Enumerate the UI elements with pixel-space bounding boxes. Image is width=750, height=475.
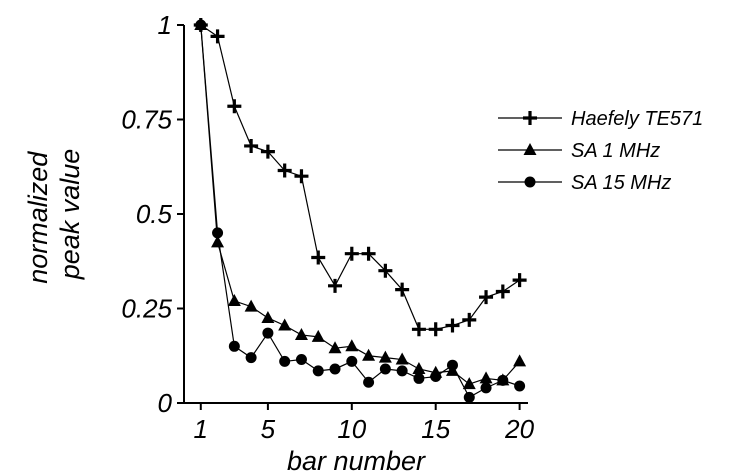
series-circle xyxy=(195,19,526,403)
legend-item: SA 15 MHz xyxy=(498,172,671,194)
x-axis-title: bar number xyxy=(287,446,426,475)
legend-label: SA 15 MHz xyxy=(571,172,671,194)
triangle-marker xyxy=(311,329,325,342)
y-tick-label: 0 xyxy=(158,388,173,418)
series-plus xyxy=(193,18,527,337)
plus-marker xyxy=(495,284,510,299)
legend-label: SA 1 MHz xyxy=(571,140,660,162)
triangle-marker xyxy=(345,339,359,352)
plus-marker xyxy=(328,278,343,293)
circle-marker xyxy=(312,365,324,377)
y-axis-title-line-2: peak value xyxy=(55,149,85,281)
series-triangle xyxy=(194,18,527,390)
triangle-marker xyxy=(362,348,376,361)
circle-marker xyxy=(279,355,291,367)
circle-marker xyxy=(379,363,391,375)
x-tick-label: 10 xyxy=(337,414,366,444)
triangle-marker xyxy=(278,318,292,331)
circle-marker xyxy=(524,176,536,188)
triangle-marker xyxy=(378,350,392,363)
plus-marker xyxy=(344,246,359,261)
triangle-marker xyxy=(479,371,493,384)
plus-marker xyxy=(395,282,410,297)
circle-marker xyxy=(363,376,375,388)
y-axis-title-line-1: normalized xyxy=(23,151,53,284)
legend-item: SA 1 MHz xyxy=(498,140,660,162)
x-tick-label: 1 xyxy=(194,414,208,444)
triangle-marker xyxy=(227,293,241,306)
circle-marker xyxy=(195,19,207,31)
circle-marker xyxy=(480,382,492,394)
y-ticks: 0 0.25 0.5 0.75 1 xyxy=(121,10,184,418)
circle-marker xyxy=(295,354,307,366)
triangle-marker xyxy=(412,361,426,374)
y-axis-title: normalized peak value xyxy=(23,144,85,284)
series-line xyxy=(200,24,520,330)
circle-marker xyxy=(329,363,341,375)
circle-marker xyxy=(228,340,240,352)
triangle-marker xyxy=(261,310,275,323)
triangle-marker xyxy=(395,352,409,365)
plus-marker xyxy=(244,138,259,153)
circle-marker xyxy=(446,359,458,371)
y-tick-label: 0.25 xyxy=(121,294,172,324)
y-tick-label: 0.75 xyxy=(121,105,172,135)
triangle-marker xyxy=(328,341,342,354)
x-ticks: 1 5 10 15 20 xyxy=(194,403,535,444)
plus-marker xyxy=(523,111,537,125)
circle-marker xyxy=(346,355,358,367)
triangle-marker xyxy=(294,327,308,340)
circle-marker xyxy=(396,365,408,377)
x-tick-label: 15 xyxy=(421,414,450,444)
circle-marker xyxy=(413,372,425,384)
legend-item: Haefely TE571 xyxy=(498,108,703,130)
y-tick-label: 1 xyxy=(158,10,172,40)
triangle-marker xyxy=(244,299,258,312)
triangle-marker xyxy=(211,235,225,248)
plus-marker xyxy=(294,169,309,184)
triangle-marker xyxy=(462,377,476,390)
triangle-marker xyxy=(513,354,527,367)
series-layer xyxy=(193,18,527,403)
plus-marker xyxy=(445,318,460,333)
plus-marker xyxy=(361,246,376,261)
plus-marker xyxy=(227,99,242,114)
circle-marker xyxy=(463,391,475,403)
triangle-marker xyxy=(523,143,537,155)
x-tick-label: 20 xyxy=(504,414,534,444)
legend-label: Haefely TE571 xyxy=(571,108,703,130)
circle-marker xyxy=(514,380,526,392)
plus-marker xyxy=(260,144,275,159)
plus-marker xyxy=(512,273,527,288)
plus-marker xyxy=(378,263,393,278)
x-tick-label: 5 xyxy=(261,414,276,444)
plus-marker xyxy=(210,29,225,44)
plus-marker xyxy=(411,322,426,337)
plus-marker xyxy=(428,322,443,337)
circle-marker xyxy=(262,327,274,339)
plus-marker xyxy=(277,163,292,178)
series-line xyxy=(200,24,520,399)
circle-marker xyxy=(212,227,224,239)
plus-marker xyxy=(311,250,326,265)
plus-marker xyxy=(462,312,477,327)
circle-marker xyxy=(245,352,257,364)
y-tick-label: 0.5 xyxy=(136,199,173,229)
circle-marker xyxy=(497,374,509,386)
plus-marker xyxy=(479,290,494,305)
series-line xyxy=(200,24,521,385)
legend: Haefely TE571 SA 1 MHz SA 15 MHz xyxy=(498,108,703,194)
circle-marker xyxy=(430,371,442,383)
